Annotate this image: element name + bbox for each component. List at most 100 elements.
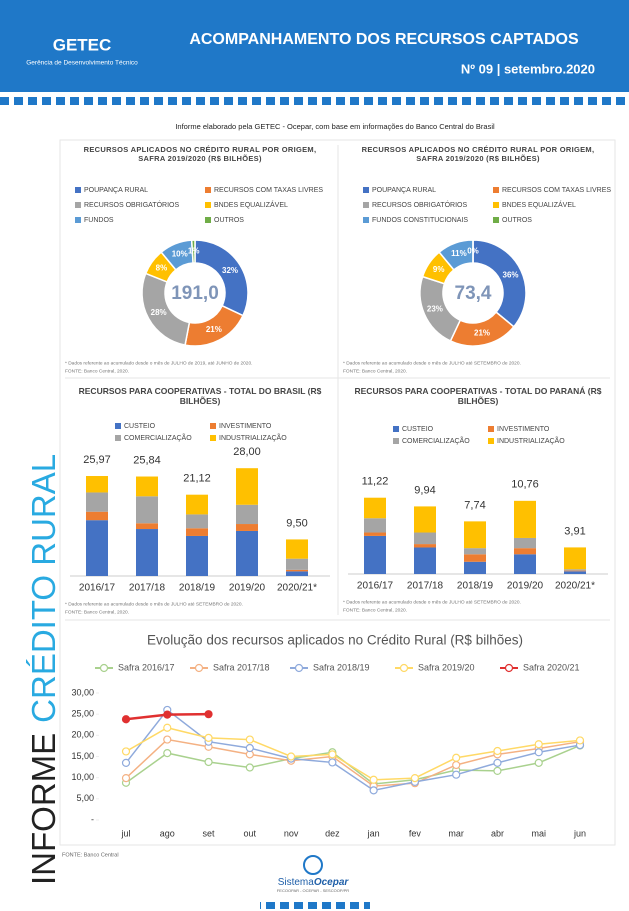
panel	[59, 139, 616, 846]
legend-label: INDUSTRIALIZAÇÃO	[219, 433, 287, 442]
point	[121, 758, 131, 767]
bar-segment	[414, 532, 436, 545]
legend-label: RECURSOS COM TAXAS LIVRES	[502, 187, 611, 194]
y-tick-label: 10,00	[71, 772, 94, 782]
chart-title: RECURSOS PARA COOPERATIVAS - TOTAL DO PA…	[354, 386, 602, 406]
side-title-part: CRÉDITO RURAL	[25, 454, 62, 723]
series-line	[125, 726, 581, 781]
legend-label: Safra 2018/19	[313, 662, 370, 672]
slice-label: 9%	[433, 265, 445, 274]
title-box: RECURSOS PARA COOPERATIVAS - TOTAL DO PA…	[354, 386, 602, 406]
bar-segment	[564, 570, 586, 572]
slice-label: 1%	[188, 247, 200, 256]
bar-segment	[186, 494, 208, 515]
total-label: 3,91	[564, 525, 585, 537]
x-tick-label: dez	[325, 828, 340, 838]
legend-swatch	[205, 202, 211, 208]
total-label: 25,84	[133, 454, 161, 466]
legend-swatch	[493, 202, 499, 208]
point	[534, 758, 543, 767]
bar-segment	[414, 547, 436, 574]
point	[286, 752, 296, 761]
point	[493, 766, 502, 775]
bar-segment	[464, 561, 486, 574]
legend-swatch	[210, 435, 216, 441]
point	[369, 775, 378, 784]
stripe	[260, 902, 370, 909]
legend-swatch	[363, 217, 369, 223]
header-title: ACOMPANHAMENTO DOS RECURSOS CAPTADOS	[189, 31, 579, 48]
point	[534, 740, 543, 749]
bar-segment	[186, 528, 208, 536]
bar-segment	[136, 529, 158, 576]
legend-label: POUPANÇA RURAL	[372, 187, 436, 194]
bar-segment	[364, 532, 386, 536]
title-box: RECURSOS APLICADOS NO CRÉDITO RURAL POR …	[83, 145, 317, 163]
x-tick-label: 2017/18	[129, 583, 166, 594]
note: * Dados referente ao acumulado desde o m…	[65, 601, 243, 607]
logo-subtitle: Gerência de Desenvolvimento Técnico	[26, 60, 138, 67]
bar-segment	[286, 571, 308, 576]
chart-title: RECURSOS PARA COOPERATIVAS - TOTAL DO BR…	[78, 386, 322, 406]
total-label: 28,00	[233, 446, 261, 458]
legend-label: OUTROS	[502, 217, 532, 224]
legend-label: CUSTEIO	[402, 426, 434, 433]
point	[575, 736, 585, 745]
pie-total: 191,0	[171, 283, 219, 304]
total-label: 10,76	[511, 479, 539, 491]
legend-marker	[194, 663, 204, 673]
side-title-part: INFORME	[25, 733, 62, 885]
logo-icon	[303, 855, 323, 875]
slice-label: 10%	[172, 250, 188, 259]
chart-title: RECURSOS APLICADOS NO CRÉDITO RURAL POR …	[83, 145, 317, 163]
bar-segment	[136, 476, 158, 497]
legend-label: OUTROS	[214, 217, 244, 224]
point	[493, 758, 502, 767]
point	[452, 770, 461, 779]
x-tick-label: 2018/19	[179, 583, 216, 594]
y-tick-label: 30,00	[71, 687, 94, 697]
bar-segment	[86, 476, 108, 493]
side-title: INFORME CRÉDITO RURAL	[25, 454, 62, 885]
x-tick-label: 2018/19	[457, 581, 494, 592]
point	[121, 715, 131, 724]
legend-swatch	[115, 435, 121, 441]
legend-swatch	[488, 438, 494, 444]
legend-swatch	[205, 217, 211, 223]
slice-label: 11%	[451, 249, 467, 258]
legend-label: Safra 2016/17	[118, 662, 175, 672]
title-box: RECURSOS APLICADOS NO CRÉDITO RURAL POR …	[362, 145, 594, 163]
legend-label: Safra 2017/18	[213, 662, 270, 672]
legend-swatch	[115, 423, 121, 429]
point	[328, 750, 337, 759]
x-tick-label: ago	[160, 828, 175, 838]
legend-swatch	[75, 202, 81, 208]
series-line	[125, 744, 581, 785]
logo: GETEC	[53, 35, 112, 54]
intro: Informe elaborado pela GETEC - Ocepar, c…	[175, 122, 495, 131]
legend-label: RECURSOS OBRIGATÓRIOS	[372, 200, 467, 209]
y-tick-label: 15,00	[71, 751, 94, 761]
point	[493, 746, 502, 756]
legend-label: COMERCIALIZAÇÃO	[402, 436, 470, 445]
bar-segment	[186, 535, 208, 576]
bar-segment	[86, 511, 108, 521]
bar-segment	[236, 504, 258, 525]
point	[245, 763, 254, 772]
y-tick-label: -	[91, 814, 94, 824]
x-tick-label: mar	[448, 828, 464, 838]
slice-label: 8%	[156, 264, 168, 273]
bar-segment	[464, 548, 486, 555]
pie-slice	[190, 239, 196, 264]
legend-swatch	[363, 202, 369, 208]
legend-label: Safra 2020/21	[523, 662, 580, 672]
point	[410, 773, 420, 783]
slice-label: 36%	[503, 270, 519, 279]
bar-segment	[136, 496, 158, 524]
point	[204, 710, 213, 719]
legend-swatch	[393, 438, 399, 444]
title-box: RECURSOS PARA COOPERATIVAS - TOTAL DO BR…	[78, 386, 322, 406]
note: * Dados referente ao acumulado desde o m…	[343, 360, 521, 366]
